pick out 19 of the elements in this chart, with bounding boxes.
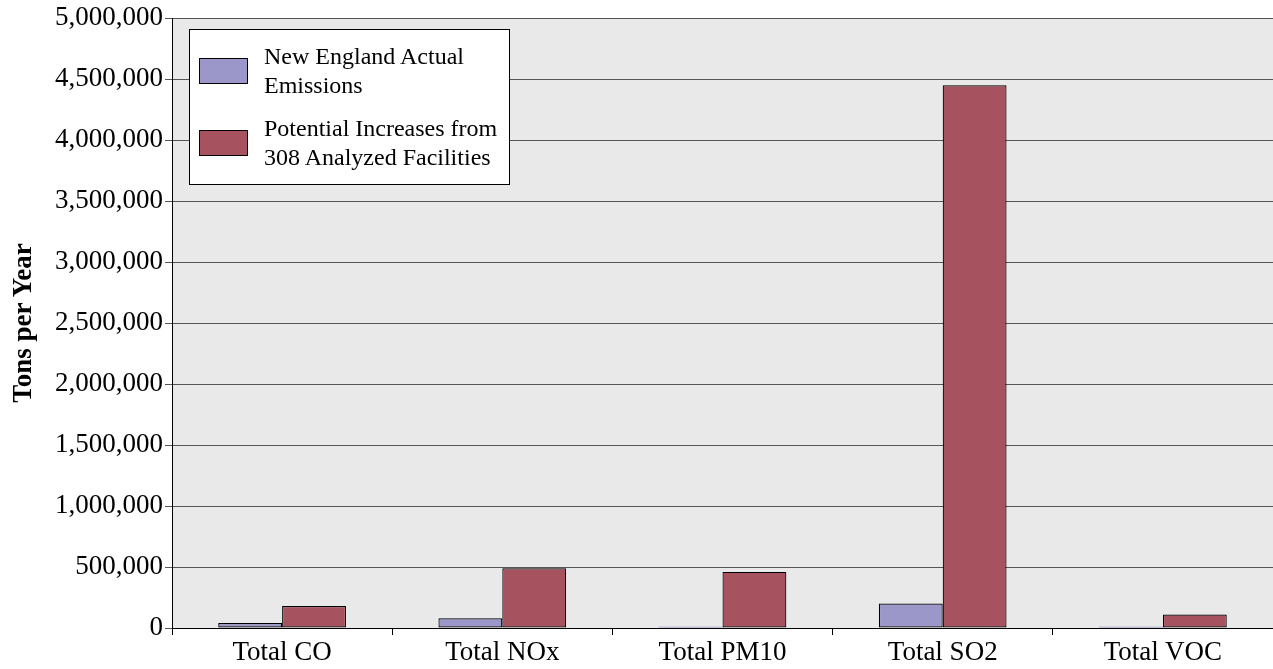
x-tick-label: Total SO2 [887, 636, 998, 667]
y-tick-label: 500,000 [75, 550, 163, 581]
legend-label: New England Actual Emissions [264, 42, 465, 101]
y-axis-title: Tons per Year [7, 243, 38, 403]
x-tick-label: Total PM10 [658, 636, 787, 667]
x-tick-label: Total NOx [445, 636, 560, 667]
y-tick-label: 5,000,000 [55, 1, 163, 32]
y-tick-label: 1,000,000 [55, 489, 163, 520]
legend-label: Potential Increases from 308 Analyzed Facilities [264, 114, 499, 173]
y-tick-label: 2,500,000 [55, 306, 163, 337]
y-tick-label: 0 [149, 611, 163, 642]
y-tick-label: 3,000,000 [55, 245, 163, 276]
y-tick-label: 1,500,000 [55, 428, 163, 459]
y-tick-label: 2,000,000 [55, 367, 163, 398]
y-tick-label: 3,500,000 [55, 184, 163, 215]
x-tick-label: Total CO [232, 636, 332, 667]
y-tick-label: 4,500,000 [55, 62, 163, 93]
y-tick-label: 4,000,000 [55, 123, 163, 154]
x-tick-label: Total VOC [1103, 636, 1223, 667]
